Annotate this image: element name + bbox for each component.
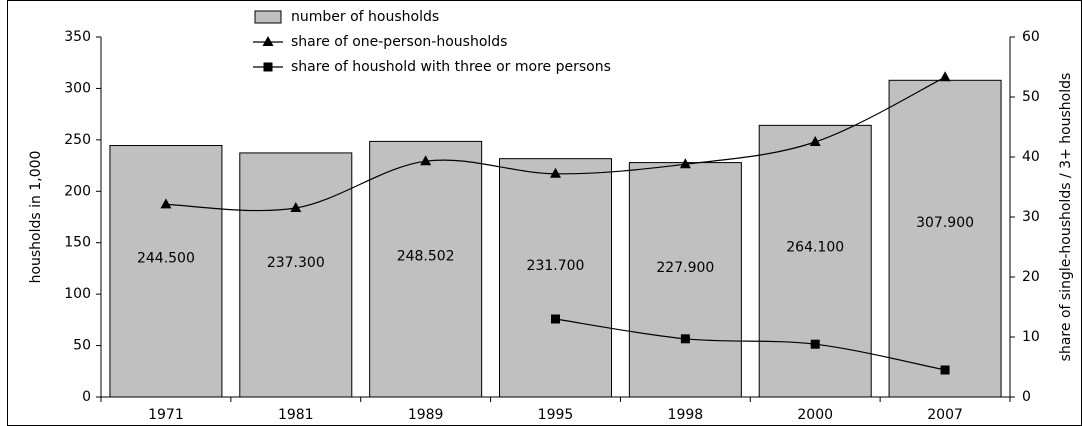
legend-label: number of housholds xyxy=(291,9,439,25)
y2-tick-label: 40 xyxy=(1022,149,1040,165)
y-axis-title: housholds in 1,000 xyxy=(28,151,44,284)
bar xyxy=(239,152,353,398)
y2-tick-label: 0 xyxy=(1022,389,1031,405)
bar xyxy=(758,124,872,398)
y2-tick-label: 30 xyxy=(1022,209,1040,225)
y-tick-label: 300 xyxy=(64,80,91,96)
x-tick-label: 2000 xyxy=(797,407,833,423)
y2-tick-label: 20 xyxy=(1022,269,1040,285)
line-marker xyxy=(939,71,951,82)
line-marker xyxy=(551,314,560,324)
bar xyxy=(109,145,223,398)
bar-value-label: 248.502 xyxy=(397,248,455,264)
y-tick-label: 150 xyxy=(64,235,91,251)
legend-swatch xyxy=(254,10,282,24)
y-tick-label: 0 xyxy=(82,389,91,405)
line-marker xyxy=(290,202,302,212)
y2-tick-label: 60 xyxy=(1022,29,1040,45)
bar-value-label: 231.700 xyxy=(527,258,585,274)
bar-value-label: 227.900 xyxy=(656,260,714,276)
line-marker xyxy=(679,158,691,169)
x-tick-label: 2007 xyxy=(927,407,963,423)
y-tick-label: 50 xyxy=(73,338,91,354)
y-tick-label: 250 xyxy=(64,132,91,148)
line-marker xyxy=(680,334,690,344)
bar xyxy=(369,140,483,398)
legend-marker xyxy=(262,36,274,46)
y2-tick-label: 10 xyxy=(1022,329,1040,345)
y-tick-label: 350 xyxy=(64,29,91,45)
legend-marker xyxy=(263,62,273,72)
bar-value-label: 244.500 xyxy=(137,251,195,267)
legend-label: share of one-person-housholds xyxy=(291,34,507,50)
line-marker xyxy=(810,339,820,349)
line-marker xyxy=(550,167,561,178)
line xyxy=(555,318,946,371)
y2-tick-label: 50 xyxy=(1022,89,1040,105)
x-tick-label: 1981 xyxy=(278,407,314,423)
bar xyxy=(499,158,612,398)
bar-value-label: 237.300 xyxy=(267,255,325,271)
y2-axis-title: share of single-housholds / 3+ housholds xyxy=(1058,73,1074,362)
x-tick-label: 1971 xyxy=(148,407,184,423)
bar-value-label: 264.100 xyxy=(786,240,844,256)
line-marker xyxy=(160,198,172,209)
x-tick-label: 1989 xyxy=(408,407,444,423)
bar xyxy=(628,162,742,398)
bar-value-label: 307.900 xyxy=(916,215,974,231)
y-tick-label: 200 xyxy=(64,183,91,199)
bar xyxy=(888,79,1002,398)
line-marker xyxy=(809,136,821,146)
x-tick-label: 1995 xyxy=(538,407,574,423)
x-tick-label: 1998 xyxy=(668,407,704,423)
legend-label: share of houshold with three or more per… xyxy=(291,59,611,75)
line-marker xyxy=(940,365,950,375)
line-marker xyxy=(420,155,432,166)
y-tick-label: 100 xyxy=(64,286,91,302)
